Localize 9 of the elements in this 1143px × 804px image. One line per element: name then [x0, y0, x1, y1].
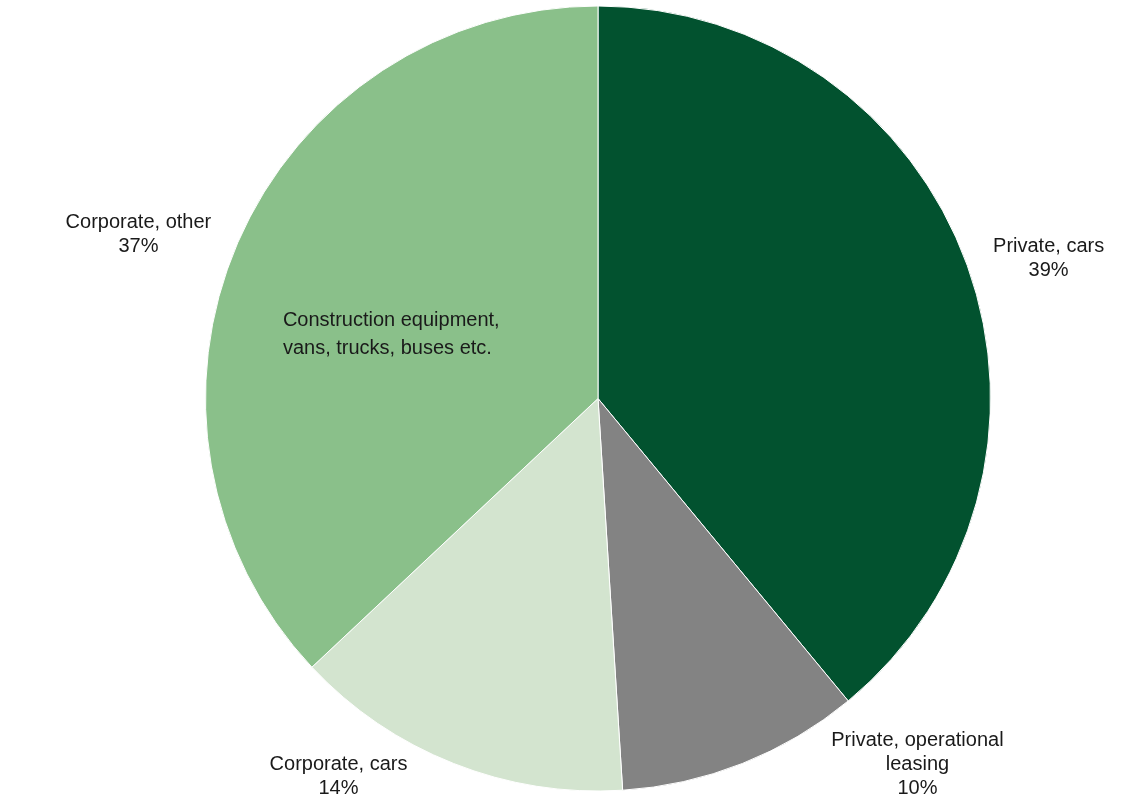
slice-label: Corporate, cars: [269, 751, 408, 774]
slice-label: Private, cars: [993, 234, 1105, 257]
data-label: 14%: [318, 775, 359, 798]
slice-label: Corporate, other: [65, 210, 212, 233]
data-label: 37%: [118, 234, 159, 257]
data-label: 10%: [897, 775, 938, 798]
slice-label: Private, operational leasing: [831, 727, 1004, 774]
data-label: 39%: [1028, 258, 1069, 281]
text: Construction equipment, vans, trucks, buses etc.: [282, 308, 500, 359]
